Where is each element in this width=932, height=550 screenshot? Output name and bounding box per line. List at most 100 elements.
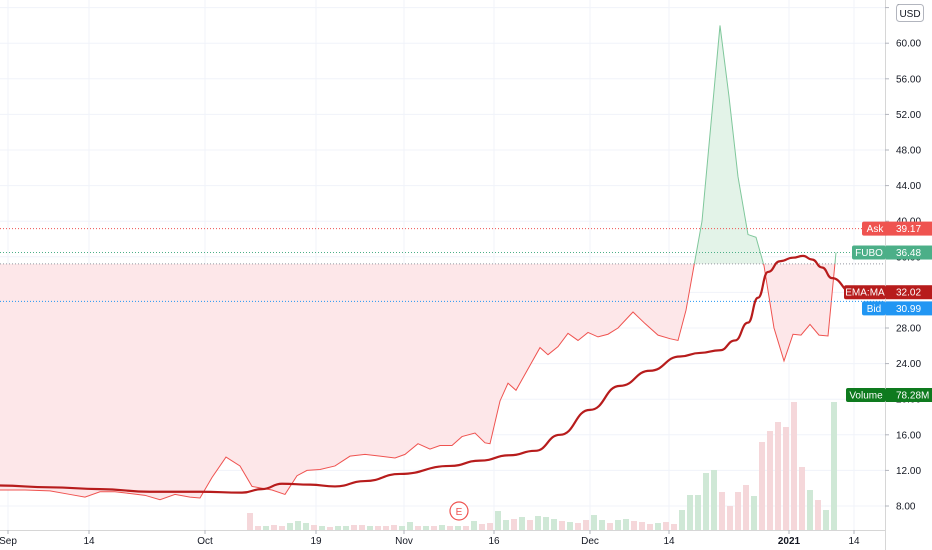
x-tick-label: 19	[310, 536, 322, 547]
x-tick-label: Dec	[581, 536, 599, 547]
y-tick-label: 12.00	[896, 466, 921, 477]
volume-bar	[759, 442, 765, 530]
bid-badge-value: 30.99	[896, 304, 921, 315]
volume-bar	[247, 513, 253, 530]
volume-bar	[303, 523, 309, 530]
volume-bar	[743, 485, 749, 530]
price-badges: Ask 39.17 FUBO 36.48 EMA:MA 32.02 Bid 30.99 Volu…	[844, 221, 932, 402]
volume-bar	[335, 526, 341, 530]
volume-bar	[711, 470, 717, 530]
ema-line-path	[0, 254, 853, 494]
volume-bar	[399, 526, 405, 530]
baseline-area	[0, 25, 885, 501]
volume-bar	[263, 526, 269, 530]
y-tick-label: 52.00	[896, 110, 921, 121]
bid-badge-value-bg	[886, 301, 932, 316]
y-tick-label: 28.00	[896, 324, 921, 335]
volume-bar	[727, 506, 733, 530]
y-tick-label: 48.00	[896, 146, 921, 157]
price-reference-lines	[0, 228, 885, 302]
volume-bar	[823, 510, 829, 530]
volume-bar	[527, 520, 533, 530]
symbol-badge-value: 36.48	[896, 248, 921, 259]
volume-bar	[439, 525, 445, 530]
volume-bar	[671, 524, 677, 530]
volume-bar	[383, 526, 389, 530]
earnings-marker[interactable]: E	[449, 501, 469, 521]
volume-bar	[543, 517, 549, 530]
volume-bar	[679, 510, 685, 530]
volume-badge-value: 78.28M	[896, 391, 929, 402]
ema-badge-value: 32.02	[896, 288, 921, 299]
x-axis[interactable]: Sep 14 Oct 19 Nov 16 Dec 14 2021 14	[0, 530, 860, 547]
volume-bar	[599, 520, 605, 530]
area-fill-below	[0, 263, 835, 500]
volume-bar	[703, 473, 709, 530]
volume-bar	[327, 527, 333, 530]
volume-bar	[775, 422, 781, 530]
price-line-below	[0, 263, 836, 501]
symbol-badge-label: FUBO	[855, 248, 883, 259]
volume-bar	[751, 496, 757, 530]
y-tick-label: 24.00	[896, 359, 921, 370]
y-tick-label: 44.00	[896, 181, 921, 192]
volume-bar	[639, 522, 645, 530]
volume-bar	[631, 521, 637, 530]
volume-bar	[663, 522, 669, 530]
ask-badge-value: 39.17	[896, 224, 921, 235]
x-tick-label: 14	[663, 536, 675, 547]
volume-badge: Volume 78.28M	[846, 388, 932, 402]
volume-bar	[551, 519, 557, 530]
earnings-marker-label: E	[456, 507, 463, 518]
volume-bar	[511, 519, 517, 530]
currency-button-label: USD	[899, 9, 920, 20]
volume-bar	[255, 526, 261, 530]
earnings-marker-circle[interactable]	[449, 501, 469, 521]
volume-badge-label: Volume	[849, 391, 883, 402]
volume-bar	[567, 522, 573, 530]
volume-bar	[735, 492, 741, 530]
x-tick-label: Oct	[197, 536, 213, 547]
volume-bar	[503, 520, 509, 530]
volume-bar	[343, 526, 349, 530]
volume-bar	[831, 402, 837, 530]
volume-bar	[807, 490, 813, 530]
volume-bar	[391, 525, 397, 530]
volume-bars	[247, 402, 837, 530]
bid-badge-label: Bid	[867, 304, 881, 315]
volume-bar	[431, 526, 437, 530]
volume-bar	[351, 525, 357, 530]
volume-bar	[455, 526, 461, 530]
volume-badge-value-bg	[886, 388, 932, 402]
volume-bar	[495, 511, 501, 530]
volume-bar	[799, 467, 805, 530]
ask-badge: Ask 39.17	[862, 221, 932, 236]
volume-bar	[479, 524, 485, 530]
ema-badge-value-bg	[886, 285, 932, 300]
volume-bar	[519, 517, 525, 530]
volume-bar	[535, 516, 541, 530]
volume-bar	[287, 523, 293, 530]
y-tick-label: 8.00	[896, 502, 916, 513]
volume-bar	[591, 515, 597, 530]
x-tick-label: 16	[488, 536, 500, 547]
volume-bar	[415, 526, 421, 530]
x-tick-label: 2021	[778, 536, 801, 547]
volume-badge-label-bg	[846, 388, 886, 402]
volume-bar	[767, 431, 773, 530]
ema-badge-label-bg	[844, 285, 886, 300]
volume-bar	[407, 522, 413, 530]
volume-bar	[615, 520, 621, 530]
currency-button-frame[interactable]	[896, 4, 924, 22]
volume-bar	[367, 526, 373, 530]
volume-bar	[559, 521, 565, 530]
ema-line	[0, 254, 853, 494]
volume-bar	[295, 521, 301, 530]
volume-bar	[655, 523, 661, 530]
currency-button[interactable]: USD	[896, 4, 924, 22]
volume-bar	[279, 526, 285, 530]
symbol-badge: FUBO 36.48	[852, 245, 932, 260]
volume-bar	[423, 526, 429, 530]
volume-bar	[583, 520, 589, 530]
